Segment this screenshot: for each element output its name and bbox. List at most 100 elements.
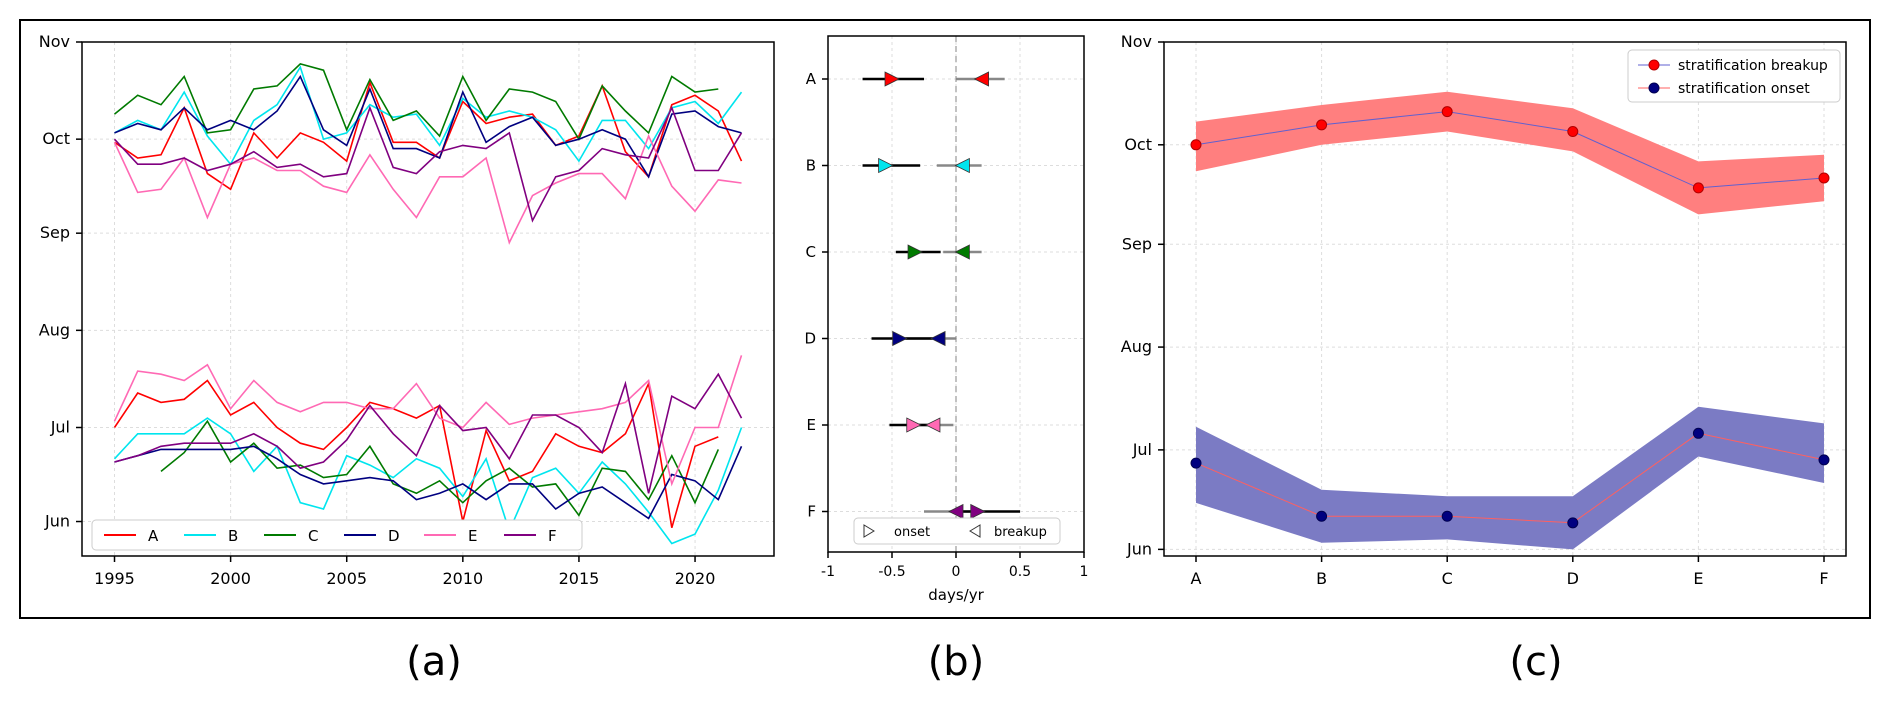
- c-legend-box: [1627, 49, 1841, 103]
- b-y-tick-label: A: [806, 70, 817, 88]
- b-breakup-marker-F: [948, 503, 964, 520]
- b-x-tick-label: 0: [952, 564, 961, 580]
- b-y-tick-label: F: [807, 503, 816, 521]
- b-onset-marker-A: [884, 71, 900, 87]
- a-series-D-breakup: [114, 74, 742, 179]
- c-y-tick-label: Nov: [1121, 32, 1152, 51]
- a-x-tick-label: 2000: [210, 569, 251, 588]
- c-point-onset: [1818, 454, 1830, 466]
- c-point-breakup: [1316, 119, 1328, 131]
- c-line-onset: [1195, 432, 1825, 524]
- b-y-tick-label: E: [807, 416, 816, 434]
- panel-c-chart: A B C D E F Jun Jul Aug Sep Oct Nov stratification b…: [1121, 32, 1847, 588]
- a-legend-label-B: B: [228, 527, 238, 545]
- b-plot-frame: [827, 35, 1085, 553]
- c-band-breakup: [1196, 91, 1824, 215]
- a-y-tick-label: Oct: [42, 129, 70, 148]
- c-y-tick-label: Aug: [1121, 337, 1152, 356]
- b-onset-marker-C: [907, 244, 923, 260]
- b-x-tick-label: -0.5: [878, 564, 905, 580]
- a-series-E-onset: [113, 355, 743, 487]
- b-breakup-marker-B: [954, 157, 970, 174]
- c-point-onset: [1316, 510, 1328, 522]
- a-series-A-breakup: [114, 80, 743, 191]
- a-series-C-breakup: [113, 63, 719, 141]
- a-x-tick-label: 2020: [675, 569, 716, 588]
- b-breakup-marker-A: [973, 71, 989, 87]
- c-point-breakup: [1692, 182, 1704, 194]
- c-y-tick-label: Jun: [1126, 539, 1152, 558]
- b-x-axis-label: days/yr: [928, 586, 984, 604]
- c-legend-swatch-marker-onset: [1648, 82, 1660, 94]
- a-y-tick-label: Jun: [44, 512, 70, 531]
- c-point-onset: [1692, 427, 1704, 439]
- b-onset-marker-D: [892, 330, 908, 347]
- a-x-tick-label: 2010: [442, 569, 483, 588]
- c-point-breakup: [1818, 172, 1830, 184]
- a-legend-label-F: F: [548, 527, 557, 545]
- panel-b-label: (b): [928, 639, 985, 685]
- figure-border: [19, 19, 1871, 619]
- a-y-tick-label: Aug: [39, 320, 70, 339]
- c-y-tick-label: Oct: [1124, 135, 1152, 154]
- a-legend-label-C: C: [308, 527, 318, 545]
- a-y-tick-label: Nov: [39, 32, 70, 51]
- c-x-tick-label: E: [1693, 569, 1703, 588]
- b-y-tick-label: C: [806, 243, 816, 261]
- a-series-D-onset: [114, 445, 743, 520]
- panel-c-label: (c): [1509, 639, 1562, 685]
- c-point-breakup: [1190, 139, 1202, 151]
- b-onset-marker-F: [970, 503, 986, 520]
- a-legend-label-A: A: [148, 527, 159, 545]
- a-series-F-onset: [114, 372, 743, 494]
- c-x-tick-label: C: [1442, 569, 1453, 588]
- b-legend-breakup-swatch: [969, 524, 981, 538]
- panel-a-chart: 1995 2000 2005 2010 2015 2020 Jun Jul Aug Sep Oct N…: [39, 32, 775, 588]
- b-breakup-marker-D: [930, 330, 946, 347]
- c-x-tick-label: B: [1316, 569, 1327, 588]
- a-series-E-breakup: [113, 133, 742, 245]
- b-x-tick-label: 0.5: [1009, 564, 1031, 580]
- a-series-C-onset: [160, 419, 720, 517]
- c-y-tick-label: Jul: [1132, 440, 1152, 459]
- b-legend-breakup-label: breakup: [994, 525, 1047, 540]
- c-x-tick-label: D: [1567, 569, 1579, 588]
- b-legend-box: [853, 517, 1061, 545]
- b-x-tick-label: -1: [821, 564, 835, 580]
- a-x-tick-label: 2005: [326, 569, 367, 588]
- c-legend-swatch-marker-breakup: [1648, 59, 1660, 71]
- b-legend-onset-label: onset: [894, 525, 930, 540]
- b-y-tick-label: B: [806, 157, 816, 175]
- b-onset-marker-B: [878, 157, 894, 174]
- a-y-tick-label: Sep: [40, 223, 70, 242]
- a-y-tick-label: Jul: [50, 418, 70, 437]
- c-legend-label-onset: stratification onset: [1678, 81, 1810, 97]
- a-legend-box: [91, 519, 583, 551]
- c-x-tick-label: F: [1819, 569, 1828, 588]
- c-y-tick-label: Sep: [1122, 234, 1152, 253]
- a-legend-label-D: D: [388, 527, 400, 545]
- c-x-tick-label: A: [1191, 569, 1202, 588]
- b-breakup-marker-C: [954, 244, 970, 260]
- c-point-breakup: [1567, 126, 1579, 138]
- c-point-breakup: [1441, 106, 1453, 118]
- c-legend-label-breakup: stratification breakup: [1678, 58, 1828, 74]
- c-line-breakup: [1195, 111, 1825, 189]
- a-plot-frame: [81, 41, 775, 557]
- a-series-A-onset: [113, 379, 719, 529]
- c-band-onset: [1196, 406, 1824, 550]
- b-x-tick-label: 1: [1080, 564, 1089, 580]
- b-legend-onset-swatch: [863, 524, 875, 538]
- a-x-tick-label: 1995: [94, 569, 135, 588]
- c-point-onset: [1567, 517, 1579, 529]
- b-y-tick-label: D: [804, 330, 816, 348]
- b-onset-marker-E: [906, 417, 922, 433]
- panel-a-label: (a): [406, 639, 462, 685]
- a-series-F-breakup: [113, 105, 743, 223]
- a-series-B-breakup: [114, 65, 743, 166]
- a-legend-label-E: E: [468, 527, 477, 545]
- a-x-tick-label: 2015: [559, 569, 600, 588]
- c-point-onset: [1441, 510, 1453, 522]
